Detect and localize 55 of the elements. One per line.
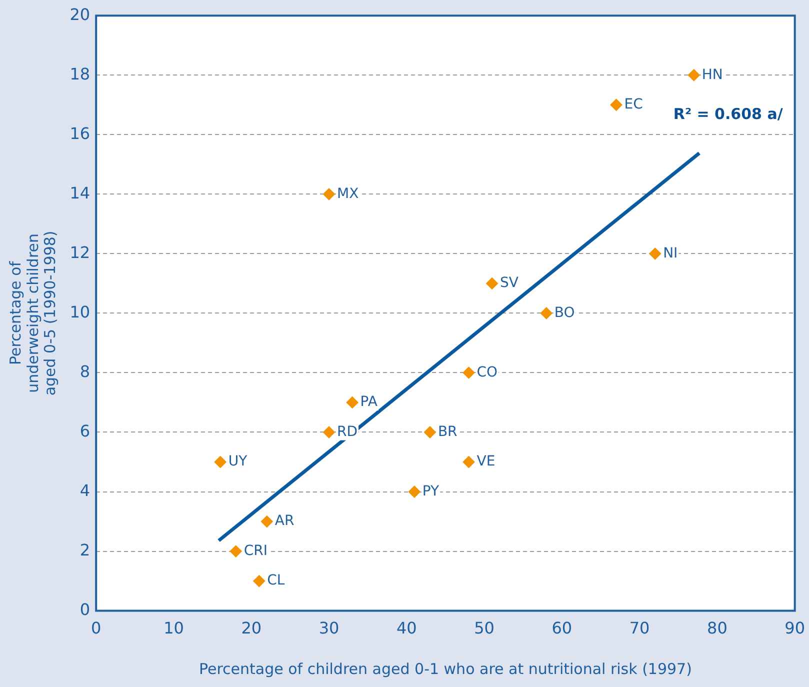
point — [424, 426, 436, 438]
point — [462, 456, 475, 468]
y-tick-label: 2 — [80, 540, 90, 560]
annotation: BR — [438, 424, 458, 440]
point — [230, 545, 242, 558]
x-tick-label: 70 — [629, 618, 650, 638]
point — [323, 188, 336, 200]
point — [260, 516, 273, 528]
point — [649, 248, 662, 260]
point — [323, 426, 336, 438]
point — [214, 456, 226, 468]
x-tick-label: 90 — [784, 618, 805, 638]
y-tick-label: 8 — [80, 362, 90, 381]
point — [688, 69, 700, 82]
y-tick-label: 6 — [80, 421, 90, 440]
y-tick-label: 10 — [70, 302, 90, 322]
annotation: HN — [702, 66, 723, 83]
y-tick-label: 4 — [80, 480, 90, 500]
annotation: AR — [274, 513, 294, 530]
y-tick-label: 16 — [70, 124, 90, 143]
annotation: VE — [476, 454, 496, 470]
annotation: BO — [554, 304, 575, 321]
point — [486, 277, 498, 290]
point — [253, 575, 266, 588]
x-tick-label: 20 — [241, 618, 262, 638]
point — [610, 98, 622, 111]
x-tick-label: 30 — [318, 618, 340, 638]
annotation: CRI — [244, 542, 268, 559]
point — [462, 366, 475, 379]
x-tick-label: 80 — [707, 618, 728, 638]
annotation: EC — [624, 96, 644, 113]
point — [346, 396, 358, 408]
y-tick-label: 18 — [70, 64, 90, 84]
annotation: R² = 0.608 a/ — [673, 104, 784, 123]
y-tick-label: 0 — [80, 600, 90, 619]
x-tick-label: 50 — [474, 618, 494, 638]
point — [540, 307, 552, 320]
annotation: MX — [337, 186, 360, 202]
x-axis-title: Percentage of children aged 0-1 who are at nutritional risk (1997) — [198, 660, 692, 678]
x-tick-label: 60 — [552, 618, 572, 638]
y-tick-label: 12 — [70, 242, 90, 262]
point — [408, 486, 420, 498]
annotation: RD — [337, 424, 358, 440]
y-tick-label: 14 — [70, 183, 90, 202]
y-axis-title: Percentage of underweight children aged 0-5 (1990-1998) — [6, 230, 60, 396]
annotation: UY — [228, 454, 248, 470]
x-tick-label: 40 — [396, 618, 417, 638]
annotation: PA — [360, 394, 378, 410]
annotation: CO — [476, 364, 498, 380]
annotation: PY — [422, 483, 440, 500]
annotation: CL — [267, 572, 285, 589]
x-tick-label: 10 — [164, 618, 184, 638]
annotation: SV — [500, 275, 519, 292]
annotation: NI — [663, 245, 678, 262]
y-tick-label: 20 — [70, 4, 90, 24]
